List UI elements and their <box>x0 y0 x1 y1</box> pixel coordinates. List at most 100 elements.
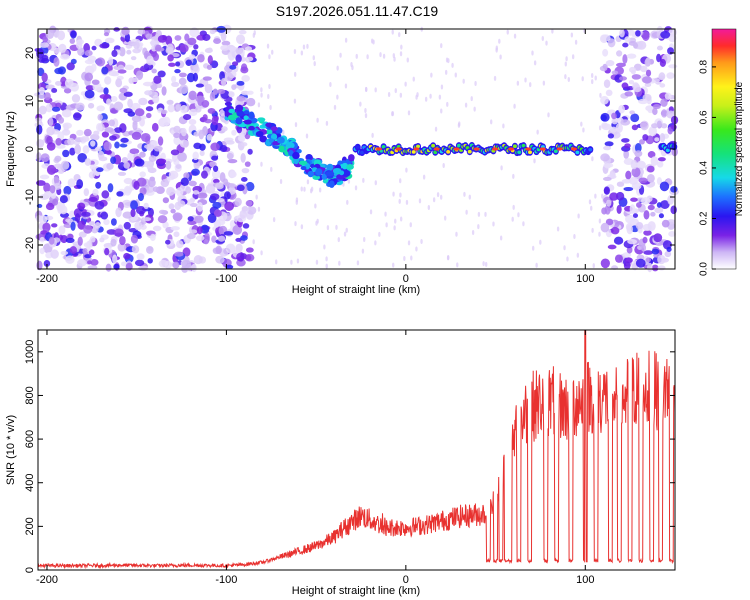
noise-cell <box>146 112 152 119</box>
noise-cell <box>161 86 167 96</box>
streak-cell <box>359 101 362 107</box>
noise-cell <box>180 127 187 137</box>
streak-cell <box>384 211 387 217</box>
colorbar-ticks: 0.0 0.2 0.4 0.6 0.8 <box>699 60 716 276</box>
streak-cell <box>400 44 403 50</box>
noise-cell <box>227 159 238 164</box>
noise-cell <box>235 34 246 45</box>
track-cell <box>278 145 285 151</box>
track-cell <box>270 126 278 132</box>
streak-cell <box>379 52 382 58</box>
streak-cell <box>556 226 560 232</box>
noise-cell <box>85 85 95 91</box>
noise-cell <box>645 69 652 77</box>
streak-cell <box>338 260 341 266</box>
streak-cell <box>570 32 574 38</box>
noise-cell <box>58 43 67 53</box>
streak-cell <box>447 255 450 261</box>
noise-cell <box>607 133 615 139</box>
noise-cell <box>611 70 619 75</box>
noise-cell <box>620 119 631 126</box>
noise-cell <box>108 56 114 66</box>
noise-cell <box>71 94 81 103</box>
noise-cell <box>622 42 629 48</box>
noise-cell <box>138 265 149 271</box>
streak-cell <box>407 110 411 116</box>
noise-cell <box>246 97 256 107</box>
noise-cell <box>87 102 95 109</box>
noise-cell <box>200 224 210 234</box>
noise-cell <box>628 80 635 85</box>
noise-cell <box>656 177 663 185</box>
noise-cell <box>45 29 55 40</box>
noise-cell <box>197 54 205 63</box>
track-cell <box>300 166 307 171</box>
noise-cell <box>206 64 213 70</box>
noise-cell <box>625 170 632 180</box>
noise-cell <box>652 104 661 110</box>
noise-cell <box>132 48 141 54</box>
noise-cell <box>66 62 75 71</box>
noise-cell <box>603 79 611 89</box>
streak-cell <box>415 246 418 252</box>
streak-cell <box>405 167 408 173</box>
noise-cell <box>46 142 56 151</box>
streak-cell <box>407 240 411 246</box>
track-cell <box>224 111 230 117</box>
noise-cell <box>63 87 72 94</box>
noise-cell <box>117 171 127 176</box>
band-cell <box>665 148 670 153</box>
noise-cell <box>651 248 660 255</box>
noise-cell <box>244 161 251 167</box>
noise-cell <box>117 242 126 252</box>
noise-cell <box>121 261 127 267</box>
band-peak <box>570 147 577 151</box>
streak-cell <box>271 49 274 55</box>
noise-cell <box>99 43 110 49</box>
y-tick-label: 200 <box>24 517 36 535</box>
noise-cell <box>131 115 142 123</box>
track-cell <box>265 122 272 128</box>
noise-cell <box>123 161 130 169</box>
noise-cell <box>134 108 145 117</box>
noise-cell <box>235 47 244 55</box>
x-tick-label: -100 <box>215 273 237 285</box>
noise-cell <box>69 38 76 44</box>
streak-cell <box>591 156 594 162</box>
noise-cell <box>88 249 95 256</box>
noise-cell <box>83 242 90 248</box>
noise-cell <box>241 206 248 212</box>
noise-cell <box>60 234 68 244</box>
band-cell <box>381 144 386 149</box>
streak-cell <box>545 40 548 46</box>
noise-cell <box>145 106 154 112</box>
streak-cell <box>477 211 481 217</box>
streak-cell <box>415 94 418 100</box>
streak-cell <box>366 54 369 60</box>
noise-cell <box>114 141 120 149</box>
noise-cell <box>93 130 100 136</box>
noise-cell <box>615 123 623 134</box>
noise-cell <box>146 245 154 254</box>
noise-cell <box>659 58 666 67</box>
noise-cell <box>241 75 250 82</box>
noise-cell <box>130 234 138 244</box>
noise-cell <box>601 123 612 131</box>
noise-cell <box>656 202 662 208</box>
noise-cell <box>151 68 157 74</box>
streak-cell <box>471 229 475 235</box>
noise-cell <box>107 183 114 193</box>
noise-cell <box>180 104 188 114</box>
noise-cell <box>646 165 655 173</box>
streak-cell <box>295 197 299 203</box>
streak-cell <box>346 199 349 205</box>
streak-cell <box>499 235 503 241</box>
band-cell <box>446 150 451 154</box>
streak-cell <box>255 194 258 200</box>
noise-cell <box>180 177 189 187</box>
band-peak <box>433 147 440 151</box>
band-peak <box>395 147 402 151</box>
streak-cell <box>362 177 365 183</box>
noise-cell <box>84 50 93 57</box>
noise-cell <box>39 42 50 48</box>
